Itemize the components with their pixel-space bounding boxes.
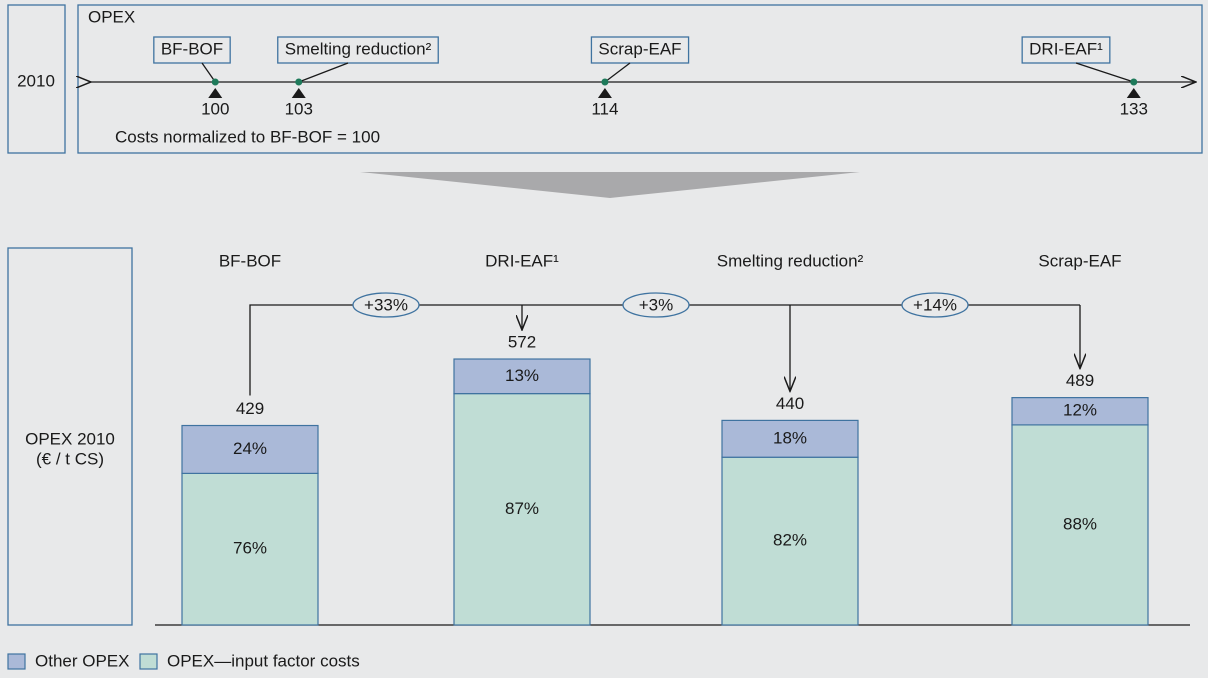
value-label: 114 — [591, 99, 618, 118]
y-axis-label: (€ / t CS) — [36, 449, 104, 468]
point — [601, 78, 609, 86]
legend-label: OPEX—input factor costs — [167, 651, 360, 670]
total-label: 440 — [776, 394, 804, 413]
point — [211, 78, 219, 86]
change-label: +14% — [913, 295, 957, 314]
period-box — [7, 4, 66, 154]
segment-label: 82% — [773, 531, 807, 550]
method-label-box — [590, 36, 690, 64]
method-label: Scrap-EAF — [598, 39, 681, 58]
bar-segment — [181, 472, 319, 626]
value-label: 100 — [201, 99, 229, 118]
legend-label: Other OPEX — [35, 651, 129, 670]
total-label: 429 — [236, 399, 264, 418]
method-label: BF-BOF — [161, 39, 223, 58]
value-label: 133 — [1120, 99, 1148, 118]
leader-line — [201, 62, 216, 83]
marker-triangle — [1126, 88, 1141, 98]
category-label: Smelting reduction² — [717, 251, 864, 270]
bar-segment — [453, 358, 591, 395]
numberline-title: OPEX — [88, 7, 135, 26]
segment-label: 76% — [233, 539, 267, 558]
connector — [249, 304, 1080, 396]
legend-swatch — [139, 653, 158, 670]
segment-label: 88% — [1063, 514, 1097, 533]
change-label: +33% — [364, 295, 408, 314]
marker-triangle — [291, 88, 306, 98]
category-label: DRI-EAF¹ — [485, 251, 559, 270]
category-label: Scrap-EAF — [1038, 251, 1121, 270]
change-badge — [622, 292, 690, 318]
method-label-box — [153, 36, 231, 64]
ylabel-box — [7, 247, 133, 626]
leader-line — [604, 62, 631, 83]
method-label-box — [277, 36, 439, 64]
segment-label: 12% — [1063, 401, 1097, 420]
change-badge — [352, 292, 420, 318]
segment-label: 13% — [505, 366, 539, 385]
point — [1130, 78, 1138, 86]
bar-segment — [1011, 424, 1149, 626]
change-label: +3% — [639, 295, 674, 314]
numberline-note: Costs normalized to BF-BOF = 100 — [115, 127, 380, 146]
transition-arrow — [360, 172, 860, 198]
segment-label: 24% — [233, 439, 267, 458]
bar-segment — [721, 419, 859, 458]
category-label: BF-BOF — [219, 251, 281, 270]
method-label-box — [1021, 36, 1111, 64]
legend-swatch — [7, 653, 26, 670]
method-label: DRI-EAF¹ — [1029, 39, 1103, 58]
bar-segment — [453, 392, 591, 626]
bar-segment — [1011, 397, 1149, 426]
marker-triangle — [208, 88, 223, 98]
leader-line — [1075, 62, 1134, 83]
bar-segment — [721, 456, 859, 626]
marker-triangle — [597, 88, 612, 98]
period-label: 2010 — [17, 71, 55, 90]
segment-label: 87% — [505, 499, 539, 518]
leader-line — [298, 62, 349, 83]
change-badge — [901, 292, 969, 318]
y-axis-label: OPEX 2010 — [25, 429, 115, 448]
total-label: 572 — [508, 333, 536, 352]
bar-segment — [181, 424, 319, 474]
method-label: Smelting reduction² — [285, 39, 432, 58]
total-label: 489 — [1066, 371, 1094, 390]
point — [295, 78, 303, 86]
value-label: 103 — [285, 99, 313, 118]
segment-label: 18% — [773, 428, 807, 447]
